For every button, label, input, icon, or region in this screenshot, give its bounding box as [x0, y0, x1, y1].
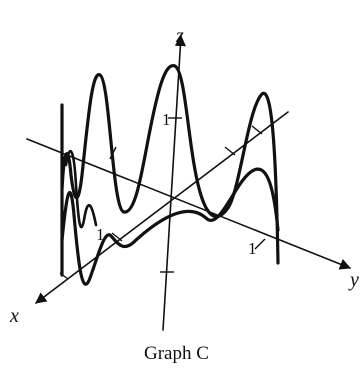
x-axis-label: x	[9, 305, 19, 327]
y-tick-label-1: 1	[248, 239, 257, 258]
x-tick-label-1: 1	[96, 225, 105, 244]
space-curve-upper	[60, 64, 280, 277]
z-axis-ticks	[160, 117, 182, 273]
z-axis	[162, 34, 186, 331]
space-curve-lower	[60, 167, 280, 286]
z-tick-label-1: 1	[162, 110, 171, 129]
z-axis-label: z	[175, 25, 184, 47]
y-axis	[26, 138, 352, 270]
space-curve-inner	[64, 149, 98, 229]
y-axis-label: y	[348, 269, 359, 291]
graph-caption: Graph C	[144, 343, 209, 364]
